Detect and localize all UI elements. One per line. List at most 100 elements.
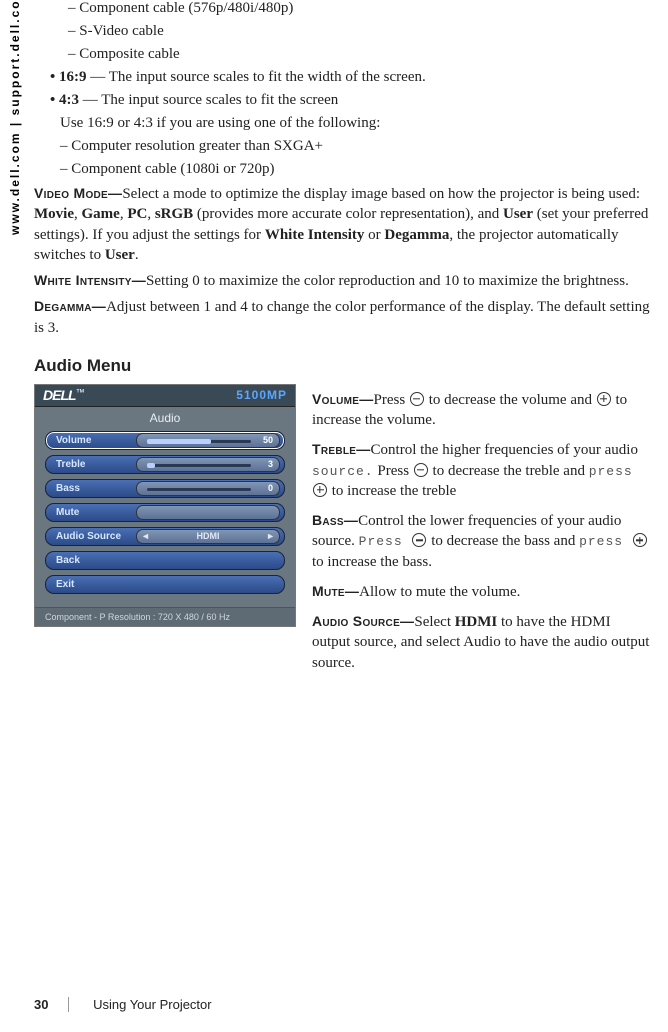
text: to increase the bass. [312, 554, 432, 570]
osd-item-label: Back [56, 555, 136, 566]
side-url-text: www.dell.com | support.dell.com [8, 0, 22, 235]
osd-item-label: Bass [56, 483, 136, 494]
list-item: Composite cable [68, 46, 650, 63]
logo-text: DELL [43, 387, 76, 403]
text: — The input source scales to fit the wid… [87, 69, 426, 85]
osd-item-label: Treble [56, 459, 136, 470]
dell-logo: DELL™ [43, 387, 85, 403]
dash-list-top: Component cable (576p/480i/480p) S-Video… [34, 0, 650, 63]
mode-srgb: sRGB [155, 206, 193, 222]
slider-value: 0 [268, 483, 273, 493]
osd-item-volume: Volume 50 [45, 431, 285, 450]
video-mode-label: Video Mode— [34, 185, 122, 201]
select-value: ◄HDMI► [136, 529, 280, 544]
osd-item-exit: Exit [45, 575, 285, 594]
degamma: Degamma [384, 227, 449, 243]
osd-item-mute: Mute [45, 503, 285, 522]
audio-source-para: Audio Source—Select HDMI to have the HDM… [312, 612, 650, 673]
white-intensity-para: White Intensity—Setting 0 to maximize th… [34, 271, 650, 291]
plus-icon [597, 392, 611, 406]
white-intensity-label: White Intensity— [34, 272, 146, 288]
osd-title: Audio [35, 407, 295, 431]
press-text: Press [359, 534, 412, 549]
list-item: Component cable (576p/480i/480p) [68, 0, 650, 17]
plus-icon [633, 533, 647, 547]
audio-section: DELL™ 5100MP Audio Volume 50 Treble 3 Bass 0 M… [34, 384, 650, 683]
osd-item-label: Mute [56, 507, 136, 518]
text: Press [374, 463, 413, 479]
osd-footer: Component - P Resolution : 720 X 480 / 6… [35, 607, 295, 626]
slider-value: 50 [263, 435, 273, 445]
minus-icon [412, 533, 426, 547]
osd-item-back: Back [45, 551, 285, 570]
list-item: Computer resolution greater than SXGA+ [60, 138, 650, 155]
volume-para: Volume—Press to decrease the volume and … [312, 390, 650, 431]
bass-para: Bass—Control the lower frequencies of yo… [312, 511, 650, 572]
dot-list: 16:9 — The input source scales to fit th… [34, 69, 650, 178]
text: Setting 0 to maximize the color reproduc… [146, 273, 629, 289]
press-text: press [589, 464, 633, 479]
list-item: 4:3 — The input source scales to fit the… [50, 92, 650, 178]
text: Adjust between 1 and 4 to change the col… [34, 299, 650, 335]
text: , [147, 206, 155, 222]
text: — The input source scales to fit the scr… [79, 92, 338, 108]
use-line: Use 16:9 or 4:3 if you are using one of … [60, 115, 650, 132]
white-intensity: White Intensity [265, 227, 365, 243]
text: Control the higher frequencies of your a… [371, 442, 638, 458]
tm: ™ [76, 388, 85, 398]
text: to decrease the treble and [429, 463, 589, 479]
list-item: Component cable (1080i or 720p) [60, 161, 650, 178]
text: Select [414, 614, 454, 630]
text: . [135, 247, 139, 263]
aspect-4-3: 4:3 [59, 92, 79, 108]
osd-body: Volume 50 Treble 3 Bass 0 Mute Audio Source◄HDM… [35, 431, 295, 607]
osd-item-label: Audio Source [56, 531, 136, 542]
osd-item-treble: Treble 3 [45, 455, 285, 474]
osd-window: DELL™ 5100MP Audio Volume 50 Treble 3 Bass 0 M… [34, 384, 296, 627]
osd-item-bass: Bass 0 [45, 479, 285, 498]
osd-screenshot: DELL™ 5100MP Audio Volume 50 Treble 3 Bass 0 M… [34, 384, 296, 683]
text: Select a mode to optimize the display im… [122, 186, 640, 202]
slider-value: 3 [268, 459, 273, 469]
minus-icon [414, 463, 428, 477]
source-text: source. [312, 464, 374, 479]
video-mode-para: Video Mode—Select a mode to optimize the… [34, 184, 650, 265]
page-footer: 30 Using Your Projector [34, 997, 212, 1012]
page-content: Component cable (576p/480i/480p) S-Video… [34, 0, 650, 683]
press-text: press [579, 534, 632, 549]
dash-list-mid: Computer resolution greater than SXGA+ C… [60, 138, 650, 178]
list-item: S-Video cable [68, 23, 650, 40]
blank-value [136, 505, 280, 520]
list-item: 16:9 — The input source scales to fit th… [50, 69, 650, 86]
degamma-para: Degamma—Adjust between 1 and 4 to change… [34, 297, 650, 338]
text: Allow to mute the volume. [359, 584, 520, 600]
osd-header: DELL™ 5100MP [35, 385, 295, 407]
degamma-label: Degamma— [34, 298, 106, 314]
plus-icon [313, 483, 327, 497]
mute-label: Mute— [312, 583, 359, 599]
slider-track: 3 [136, 457, 280, 472]
text: (provides more accurate color representa… [193, 206, 503, 222]
page-number: 30 [34, 997, 69, 1012]
aspect-16-9: 16:9 [59, 69, 87, 85]
osd-item-audio-source: Audio Source◄HDMI► [45, 527, 285, 546]
text: to decrease the bass and [427, 533, 579, 549]
treble-label: Treble— [312, 441, 371, 457]
treble-para: Treble—Control the higher frequencies of… [312, 440, 650, 501]
text: to increase the treble [328, 483, 456, 499]
osd-item-label: Exit [56, 579, 136, 590]
mode-game: Game [81, 206, 119, 222]
osd-item-label: Volume [56, 435, 136, 446]
mode-user: User [503, 206, 533, 222]
text: to decrease the volume and [425, 392, 596, 408]
minus-icon [410, 392, 424, 406]
model-number: 5100MP [236, 388, 287, 402]
audio-descriptions: Volume—Press to decrease the volume and … [312, 384, 650, 683]
bass-label: Bass— [312, 512, 358, 528]
slider-track: 0 [136, 481, 280, 496]
text: or [364, 227, 384, 243]
hdmi: HDMI [455, 614, 498, 630]
mute-para: Mute—Allow to mute the volume. [312, 582, 650, 602]
audio-menu-heading: Audio Menu [34, 356, 650, 376]
text: Press [374, 392, 409, 408]
